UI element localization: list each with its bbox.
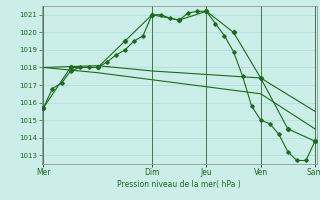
X-axis label: Pression niveau de la mer( hPa ): Pression niveau de la mer( hPa ) bbox=[117, 180, 241, 189]
